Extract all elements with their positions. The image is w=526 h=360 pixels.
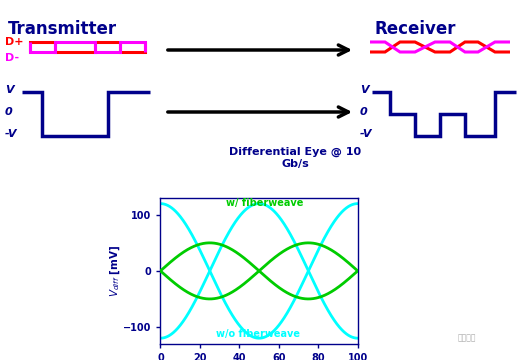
Text: Transmitter: Transmitter [8,20,117,38]
Text: Receiver: Receiver [375,20,457,38]
Text: D+: D+ [5,37,24,47]
Text: w/o fiberweave: w/o fiberweave [216,329,300,339]
Text: D-: D- [5,53,19,63]
Y-axis label: $V_{diff}$ [mV]: $V_{diff}$ [mV] [108,245,122,297]
Text: 0: 0 [360,107,368,117]
Text: V: V [360,85,369,95]
Text: 硬件功夫: 硬件功夫 [458,333,477,342]
Text: -V: -V [360,129,372,139]
Text: -V: -V [5,129,17,139]
Text: Differential Eye @ 10
Gb/s: Differential Eye @ 10 Gb/s [229,147,361,169]
Text: 0: 0 [5,107,13,117]
Text: V: V [5,85,14,95]
Text: w/ fiberweave: w/ fiberweave [226,198,303,208]
